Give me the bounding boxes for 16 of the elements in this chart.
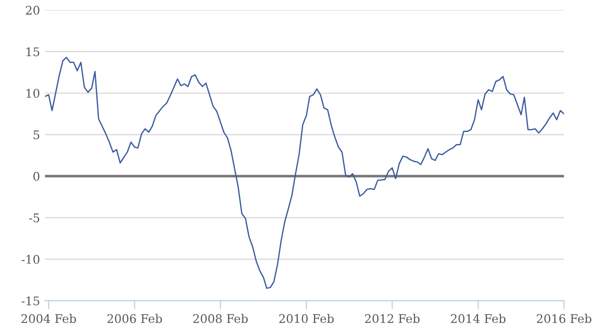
y-tick-label: 15 — [26, 47, 40, 56]
y-tick-label: -15 — [22, 296, 40, 306]
y-tick-label: 0 — [33, 172, 40, 181]
y-tick-label: 10 — [26, 88, 40, 98]
x-tick-label: 2008 Feb — [193, 314, 248, 324]
x-tick-label: 2006 Feb — [107, 314, 162, 324]
y-tick-label: -5 — [29, 214, 40, 222]
y-tick-label: -10 — [22, 254, 40, 264]
x-tick-label: 2012 Feb — [365, 314, 420, 324]
x-tick-label: 2010 Feb — [279, 314, 334, 324]
x-tick-label: 2014 Feb — [451, 314, 506, 324]
y-tick-label: 20 — [26, 6, 40, 15]
line-series — [45, 56, 564, 289]
x-tick-label: 2004 Feb — [22, 314, 76, 324]
x-tick-label: 2016 Feb — [536, 314, 592, 324]
y-tick-label: 5 — [34, 130, 40, 140]
